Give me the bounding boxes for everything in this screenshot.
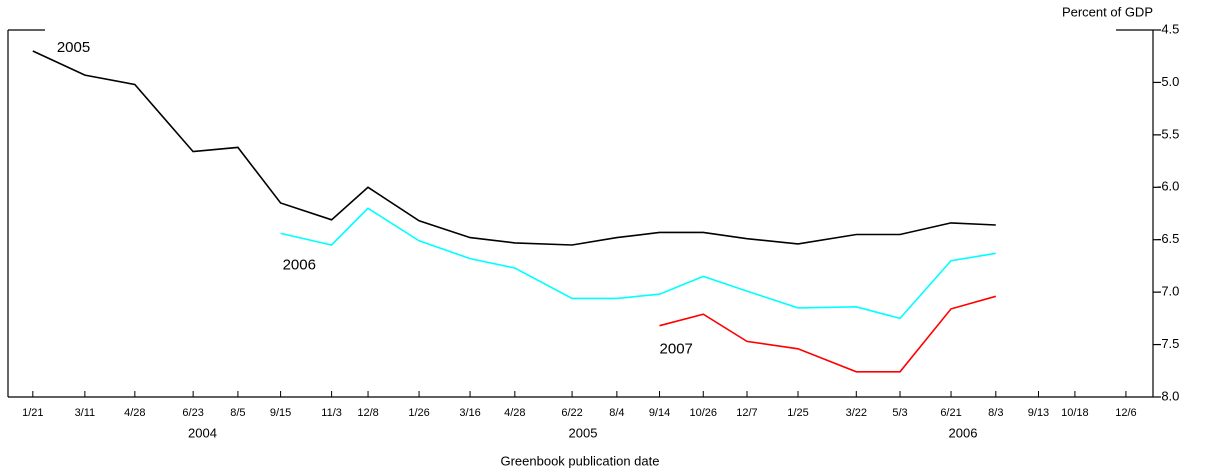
x-tick-label: 12/7: [736, 407, 757, 419]
year-label: 2006: [949, 425, 978, 440]
x-tick-label: 1/21: [22, 407, 43, 419]
x-tick-label: 11/3: [321, 407, 342, 419]
y-tick-label: -5.0: [1157, 74, 1179, 89]
x-tick-label: 8/5: [230, 407, 245, 419]
x-tick-label: 3/22: [846, 407, 867, 419]
y-tick-label: -5.5: [1157, 126, 1179, 141]
series-label: 2005: [57, 39, 90, 56]
x-tick-label: 8/3: [988, 407, 1003, 419]
y-tick-label: -6.0: [1157, 179, 1179, 194]
x-tick-label: 9/14: [649, 407, 670, 419]
x-tick-label: 5/3: [892, 407, 907, 419]
x-axis-label: Greenbook publication date: [500, 453, 659, 468]
x-tick-label: 12/8: [357, 407, 378, 419]
x-tick-label: 1/25: [787, 407, 808, 419]
x-tick-label: 6/22: [561, 407, 582, 419]
x-tick-label: 4/28: [124, 407, 145, 419]
x-tick-label: 4/28: [504, 407, 525, 419]
year-label: 2004: [188, 425, 217, 440]
x-tick-label: 10/18: [1061, 407, 1089, 419]
x-tick-label: 3/16: [459, 407, 480, 419]
y-tick-label: -4.5: [1157, 21, 1179, 36]
x-tick-label: 8/4: [609, 407, 624, 419]
y-tick-label: -8.0: [1157, 388, 1179, 403]
x-tick-label: 10/26: [689, 407, 717, 419]
x-tick-label: 6/21: [940, 407, 961, 419]
y-tick-label: -6.5: [1157, 231, 1179, 246]
x-tick-label: 9/15: [270, 407, 291, 419]
x-tick-label: 9/13: [1028, 407, 1049, 419]
x-tick-label: 6/23: [182, 407, 203, 419]
series-label: 2006: [283, 256, 316, 273]
series-line: [659, 295, 997, 373]
y-tick-label: -7.0: [1157, 284, 1179, 299]
series-line: [280, 207, 996, 320]
x-tick-label: 12/6: [1115, 407, 1136, 419]
series-label: 2007: [660, 341, 693, 358]
y-axis-label: Percent of GDP: [1062, 4, 1153, 19]
year-label: 2005: [569, 425, 598, 440]
x-tick-label: 3/11: [75, 407, 96, 419]
x-tick-label: 1/26: [408, 407, 429, 419]
series-line: [32, 50, 996, 246]
y-tick-label: -7.5: [1157, 336, 1179, 351]
